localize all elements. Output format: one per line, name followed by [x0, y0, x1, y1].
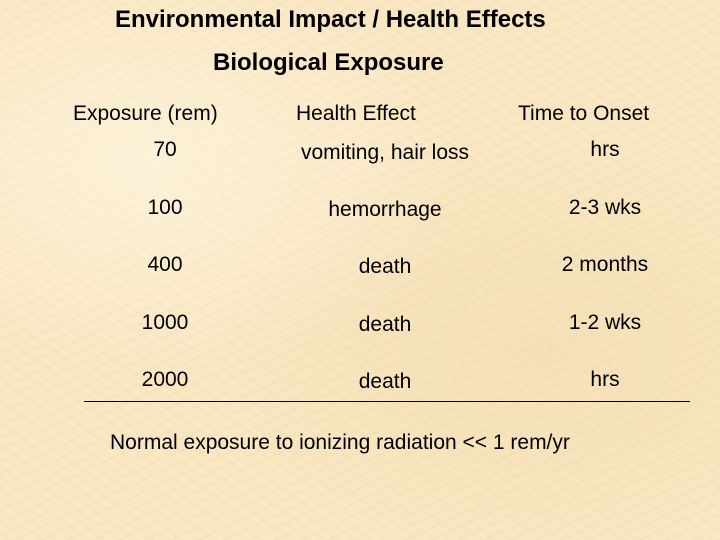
slide-title: Environmental Impact / Health Effects: [115, 6, 546, 33]
footer-note: Normal exposure to ionizing radiation <<…: [110, 431, 570, 454]
effect-cell: death: [358, 255, 412, 278]
onset-cell: hrs: [590, 138, 620, 161]
table-divider: [84, 401, 690, 402]
exposure-cell: 2000: [141, 368, 189, 391]
exposure-cell: 400: [147, 253, 183, 276]
effect-cell: death: [358, 370, 412, 393]
onset-cell: 2 months: [561, 253, 649, 276]
header-time-to-onset: Time to Onset: [518, 102, 650, 125]
onset-cell: 2-3 wks: [568, 196, 642, 219]
header-exposure: Exposure (rem): [73, 102, 218, 125]
onset-cell: hrs: [590, 368, 620, 391]
exposure-cell: 70: [153, 138, 177, 161]
exposure-cell: 100: [147, 196, 183, 219]
effect-cell: hemorrhage: [328, 198, 442, 221]
header-health-effect: Health Effect: [296, 102, 416, 125]
onset-cell: 1-2 wks: [568, 311, 642, 334]
effect-cell: vomiting, hair loss: [300, 141, 470, 164]
slide-subtitle: Biological Exposure: [213, 49, 444, 76]
exposure-cell: 1000: [141, 311, 189, 334]
effect-cell: death: [358, 313, 412, 336]
